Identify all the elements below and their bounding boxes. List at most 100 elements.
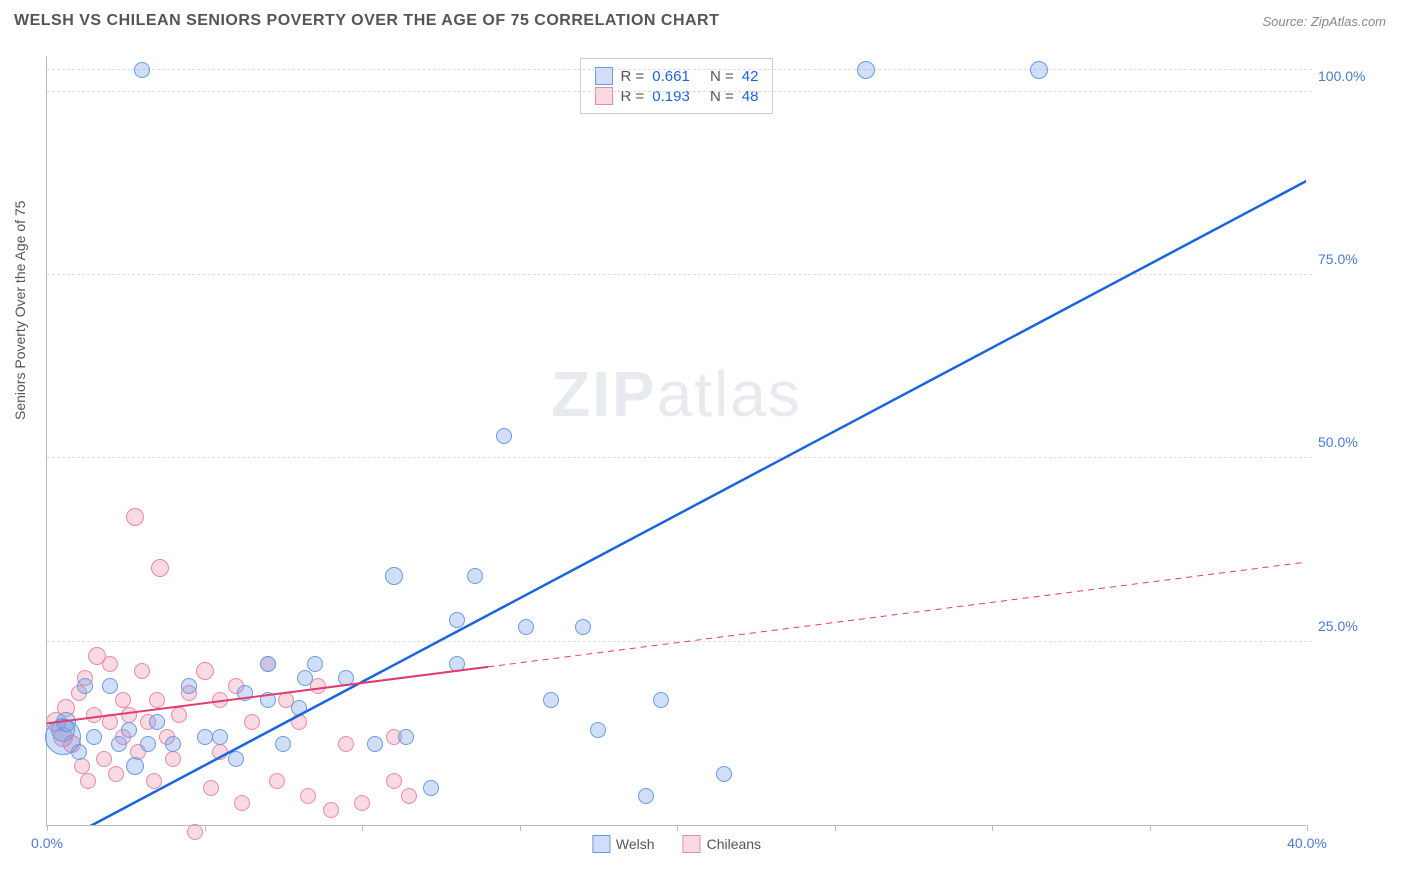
- stats-row-welsh: R = 0.661 N = 42: [595, 67, 759, 85]
- welsh-point: [367, 736, 383, 752]
- welsh-point: [543, 692, 559, 708]
- welsh-point: [338, 670, 354, 686]
- watermark: ZIPatlas: [551, 357, 802, 431]
- gridline: [47, 641, 1312, 642]
- welsh-point: [121, 722, 137, 738]
- welsh-point: [467, 568, 483, 584]
- chileans-point: [86, 707, 102, 723]
- chileans-point: [146, 773, 162, 789]
- welsh-point: [1030, 61, 1048, 79]
- chileans-point: [203, 780, 219, 796]
- x-tick-label: 0.0%: [31, 835, 63, 851]
- welsh-point: [212, 729, 228, 745]
- welsh-point: [385, 567, 403, 585]
- x-tick-label: 40.0%: [1287, 835, 1327, 851]
- chileans-point: [80, 773, 96, 789]
- trend-lines: [47, 56, 1306, 825]
- welsh-point: [86, 729, 102, 745]
- welsh-point: [653, 692, 669, 708]
- chileans-point: [244, 714, 260, 730]
- welsh-point: [291, 700, 307, 716]
- legend: Welsh Chileans: [592, 835, 761, 853]
- gridline: [47, 457, 1312, 458]
- welsh-point: [275, 736, 291, 752]
- welsh-swatch: [592, 835, 610, 853]
- x-tick: [1307, 825, 1308, 831]
- welsh-point: [398, 729, 414, 745]
- chileans-point: [96, 751, 112, 767]
- chileans-point: [134, 663, 150, 679]
- chileans-point: [151, 559, 169, 577]
- gridline: [47, 69, 1312, 70]
- chileans-point: [108, 766, 124, 782]
- scatter-plot: ZIPatlas R = 0.661 N = 42 R = 0.193 N = …: [46, 56, 1306, 826]
- chart-header: WELSH VS CHILEAN SENIORS POVERTY OVER TH…: [0, 0, 1406, 42]
- welsh-swatch: [595, 67, 613, 85]
- chileans-point: [149, 692, 165, 708]
- chileans-point: [74, 758, 90, 774]
- chileans-point: [323, 802, 339, 818]
- x-tick: [677, 825, 678, 831]
- legend-chileans: Chileans: [683, 835, 761, 853]
- chileans-point: [386, 773, 402, 789]
- x-tick: [1150, 825, 1151, 831]
- x-tick: [520, 825, 521, 831]
- welsh-point: [165, 736, 181, 752]
- welsh-point: [71, 744, 87, 760]
- y-axis-label: Seniors Poverty Over the Age of 75: [12, 201, 28, 420]
- chileans-point: [291, 714, 307, 730]
- chileans-point: [212, 744, 228, 760]
- chileans-point: [121, 707, 137, 723]
- x-tick: [362, 825, 363, 831]
- welsh-point: [140, 736, 156, 752]
- y-tick-label: 25.0%: [1318, 618, 1378, 634]
- welsh-point: [134, 62, 150, 78]
- welsh-point: [857, 61, 875, 79]
- chart-title: WELSH VS CHILEAN SENIORS POVERTY OVER TH…: [14, 12, 719, 30]
- x-tick: [205, 825, 206, 831]
- welsh-point: [260, 656, 276, 672]
- welsh-point: [307, 656, 323, 672]
- welsh-point: [111, 736, 127, 752]
- chileans-point: [401, 788, 417, 804]
- x-tick: [47, 825, 48, 831]
- welsh-point: [638, 788, 654, 804]
- welsh-point: [228, 751, 244, 767]
- chileans-point: [196, 662, 214, 680]
- welsh-point: [260, 692, 276, 708]
- welsh-point: [449, 656, 465, 672]
- legend-welsh: Welsh: [592, 835, 655, 853]
- welsh-point: [496, 428, 512, 444]
- chileans-point: [338, 736, 354, 752]
- chileans-point: [354, 795, 370, 811]
- welsh-point: [197, 729, 213, 745]
- welsh-point: [77, 678, 93, 694]
- chileans-point: [212, 692, 228, 708]
- welsh-point: [56, 712, 76, 732]
- welsh-point: [518, 619, 534, 635]
- chileans-point: [269, 773, 285, 789]
- chileans-point: [171, 707, 187, 723]
- y-tick-label: 75.0%: [1318, 251, 1378, 267]
- chileans-point: [115, 692, 131, 708]
- source-attribution: Source: ZipAtlas.com: [1262, 14, 1386, 29]
- welsh-point: [149, 714, 165, 730]
- chileans-point: [234, 795, 250, 811]
- welsh-point: [297, 670, 313, 686]
- welsh-point: [716, 766, 732, 782]
- correlation-stats-box: R = 0.661 N = 42 R = 0.193 N = 48: [580, 58, 774, 114]
- chileans-point: [187, 824, 203, 840]
- x-tick: [835, 825, 836, 831]
- chileans-point: [165, 751, 181, 767]
- gridline: [47, 274, 1312, 275]
- chileans-swatch: [683, 835, 701, 853]
- gridline: [47, 91, 1312, 92]
- welsh-point: [449, 612, 465, 628]
- welsh-point: [126, 757, 144, 775]
- x-tick: [992, 825, 993, 831]
- welsh-point: [181, 678, 197, 694]
- welsh-point: [237, 685, 253, 701]
- welsh-point: [575, 619, 591, 635]
- y-tick-label: 100.0%: [1318, 68, 1378, 84]
- welsh-point: [423, 780, 439, 796]
